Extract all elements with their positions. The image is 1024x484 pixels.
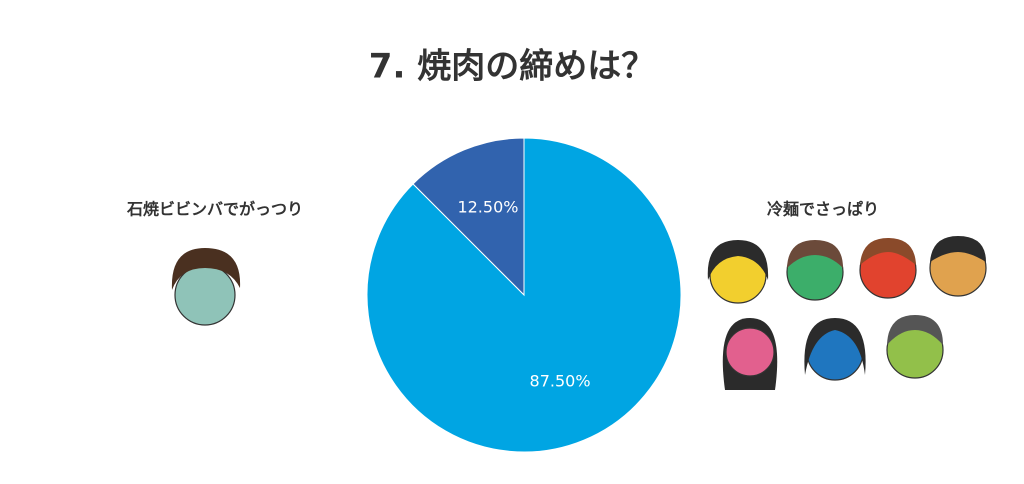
category-label: 冷麺でさっぱり	[767, 200, 879, 219]
face	[859, 238, 917, 299]
face	[722, 318, 778, 390]
face	[804, 318, 866, 381]
chart-title: 7. 焼肉の締めは？	[369, 47, 655, 87]
face	[171, 248, 241, 326]
illustrations	[171, 236, 987, 390]
face	[886, 315, 944, 379]
face	[929, 236, 987, 297]
value-label: 12.50%	[457, 197, 518, 216]
value-label: 87.50%	[530, 372, 591, 391]
face	[786, 240, 844, 301]
category-label: 石焼ビビンバでがっつり	[126, 200, 303, 219]
pie-slice	[366, 137, 682, 453]
face	[707, 240, 769, 304]
pie-slice	[412, 137, 525, 297]
